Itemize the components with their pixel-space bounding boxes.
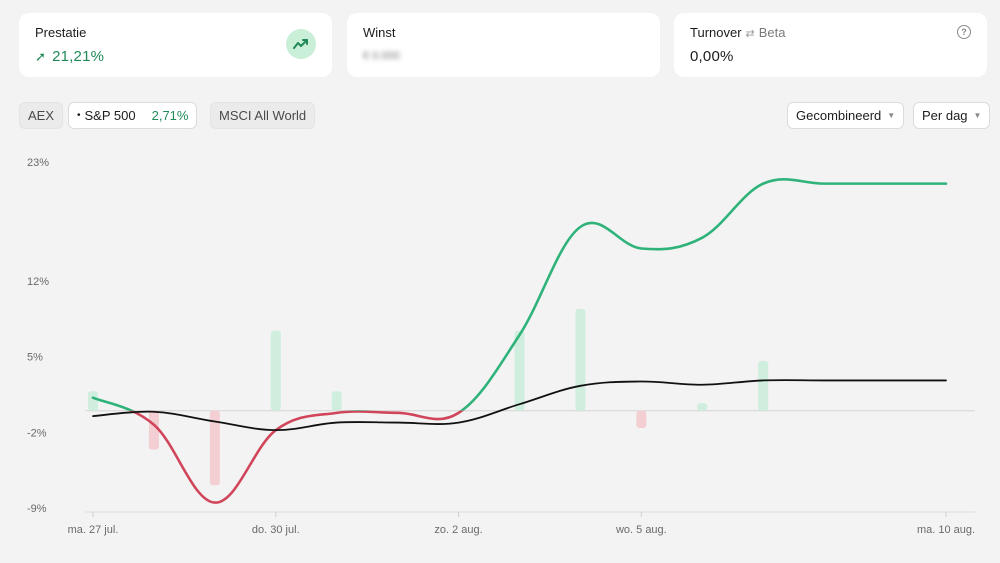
- benchmark-line: [92, 379, 947, 432]
- mode-select[interactable]: Gecombineerd ▼: [787, 102, 905, 129]
- card-prestatie: Prestatie ➚ 21,21%: [19, 13, 332, 77]
- card-turnover: Turnover ⇄ Beta 0,00% ?: [674, 13, 987, 77]
- y-tick-label: 5%: [27, 352, 43, 364]
- period-select-value: Per dag: [922, 108, 968, 123]
- period-select[interactable]: Per dag ▼: [913, 102, 991, 129]
- bullet-icon: •: [77, 110, 81, 121]
- card-title: Winst: [363, 25, 396, 40]
- turnover-value: 0,00%: [690, 48, 734, 65]
- y-tick-label: -9%: [27, 503, 47, 515]
- x-tick-label: ma. 10 aug.: [917, 524, 975, 536]
- daily-bar: [88, 391, 98, 411]
- daily-bar: [514, 330, 525, 411]
- daily-bar: [758, 360, 769, 411]
- daily-bar: [209, 410, 220, 486]
- chip-label: MSCI All World: [219, 108, 307, 123]
- card-value: ➚ 21,21%: [35, 48, 316, 65]
- y-tick-label: -2%: [27, 427, 47, 439]
- chip-value: 2,71%: [151, 108, 189, 123]
- arrow-up-right-icon: ➚: [35, 49, 47, 64]
- daily-bar: [575, 309, 586, 411]
- portfolio-line-negative: [128, 410, 464, 504]
- beta-label: Beta: [758, 25, 786, 40]
- prestatie-value: 21,21%: [52, 48, 105, 65]
- y-tick-label: 12%: [27, 276, 49, 288]
- chip-label: S&P 500: [84, 108, 136, 123]
- daily-bar: [148, 410, 159, 450]
- caret-down-icon: ▼: [887, 111, 896, 120]
- benchmark-chip-sp500[interactable]: • S&P 500 2,71%: [68, 102, 198, 129]
- daily-bar: [331, 391, 342, 411]
- card-winst: Winst € 0.000: [347, 13, 660, 77]
- card-title: Turnover ⇄ Beta: [690, 25, 971, 40]
- turnover-title: Turnover: [690, 25, 742, 40]
- winst-value-blurred: € 0.000: [363, 50, 400, 62]
- trend-up-icon: [286, 29, 316, 59]
- help-icon[interactable]: ?: [957, 25, 971, 39]
- chip-label: AEX: [28, 108, 55, 123]
- portfolio-line-positive: [91, 178, 948, 411]
- x-tick-label: zo. 2 aug.: [434, 524, 482, 536]
- swap-icon: ⇄: [745, 28, 755, 40]
- daily-bar: [270, 330, 281, 411]
- daily-bar: [697, 403, 708, 411]
- performance-chart: 23% 12% 5% -2% -9% ma. 27 jul. do. 30 jul. zo. …: [27, 157, 975, 536]
- mode-select-value: Gecombineerd: [796, 108, 882, 123]
- caret-down-icon: ▼: [973, 111, 982, 120]
- y-tick-label: 23%: [27, 157, 49, 169]
- daily-bar: [636, 410, 647, 428]
- card-title: Prestatie: [35, 25, 87, 40]
- x-tick-label: ma. 27 jul.: [68, 524, 119, 536]
- benchmark-chip-aex[interactable]: AEX: [19, 102, 64, 129]
- x-tick-label: wo. 5 aug.: [615, 524, 667, 536]
- benchmark-chip-msci[interactable]: MSCI All World: [210, 102, 316, 129]
- x-tick-label: do. 30 jul.: [252, 524, 300, 536]
